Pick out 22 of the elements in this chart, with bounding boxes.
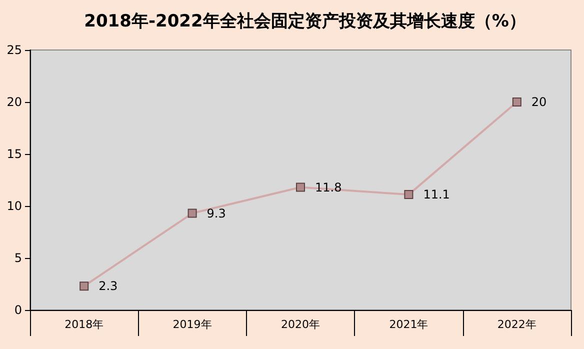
- point: [512, 98, 522, 106]
- y-tick-label: 20: [6, 95, 22, 109]
- data-label: 9.3: [206, 206, 226, 220]
- chart-title: 2018年-2022年全社会固定资产投资及其增长速度（%）: [84, 12, 526, 32]
- x-tick-label: 2019年: [172, 318, 212, 331]
- y-tick-label: 0: [14, 303, 22, 317]
- point: [80, 282, 89, 291]
- point: [404, 190, 414, 200]
- x-tick-label: 2021年: [389, 318, 428, 331]
- data-label: 2.3: [98, 279, 118, 294]
- point: [188, 208, 197, 218]
- y-tick-label: 15: [6, 147, 22, 161]
- y-tick-label: 10: [6, 199, 22, 213]
- data-label: 11.1: [423, 188, 450, 202]
- x-tick-label: 2022年: [497, 318, 536, 331]
- point: [296, 182, 305, 192]
- data-label: 20: [531, 95, 547, 109]
- x-tick-label: 2018年: [64, 318, 104, 331]
- y-tick-label: 5: [14, 251, 22, 265]
- x-tick-label: 2020年: [281, 318, 320, 331]
- y-tick-label: 25: [6, 43, 22, 57]
- data-label: 11.8: [315, 180, 342, 194]
